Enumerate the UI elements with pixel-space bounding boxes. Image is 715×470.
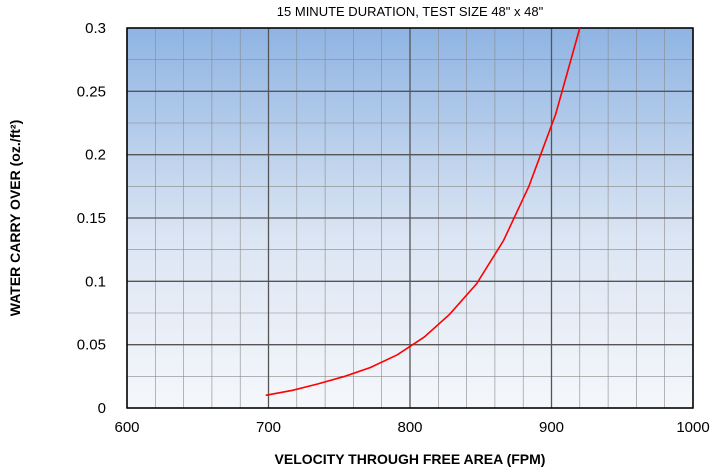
- y-axis-title: WATER CARRY OVER (oz./ft²): [7, 120, 23, 317]
- y-axis-ticks: 0 0.05 0.1 0.15 0.2 0.25 0.3: [77, 20, 106, 417]
- x-tick-label: 800: [397, 419, 422, 436]
- x-tick-label: 700: [256, 419, 281, 436]
- y-tick-label: 0.3: [85, 20, 106, 37]
- x-tick-label: 1000: [676, 419, 709, 436]
- y-tick-label: 0: [98, 400, 106, 417]
- x-tick-label: 900: [539, 419, 564, 436]
- series-line: [265, 27, 581, 397]
- y-tick-label: 0.2: [85, 147, 106, 164]
- x-axis-ticks: 600 700 800 900 1000: [114, 419, 709, 436]
- x-tick-label: 600: [114, 419, 139, 436]
- y-tick-label: 0.05: [77, 337, 106, 354]
- x-axis-title: VELOCITY THROUGH FREE AREA (FPM): [275, 451, 546, 467]
- chart-title: 15 MINUTE DURATION, TEST SIZE 48" x 48": [277, 4, 544, 19]
- plot-frame: [126, 27, 694, 409]
- y-tick-label: 0.25: [77, 83, 106, 100]
- y-tick-label: 0.15: [77, 210, 106, 227]
- y-tick-label: 0.1: [85, 273, 106, 290]
